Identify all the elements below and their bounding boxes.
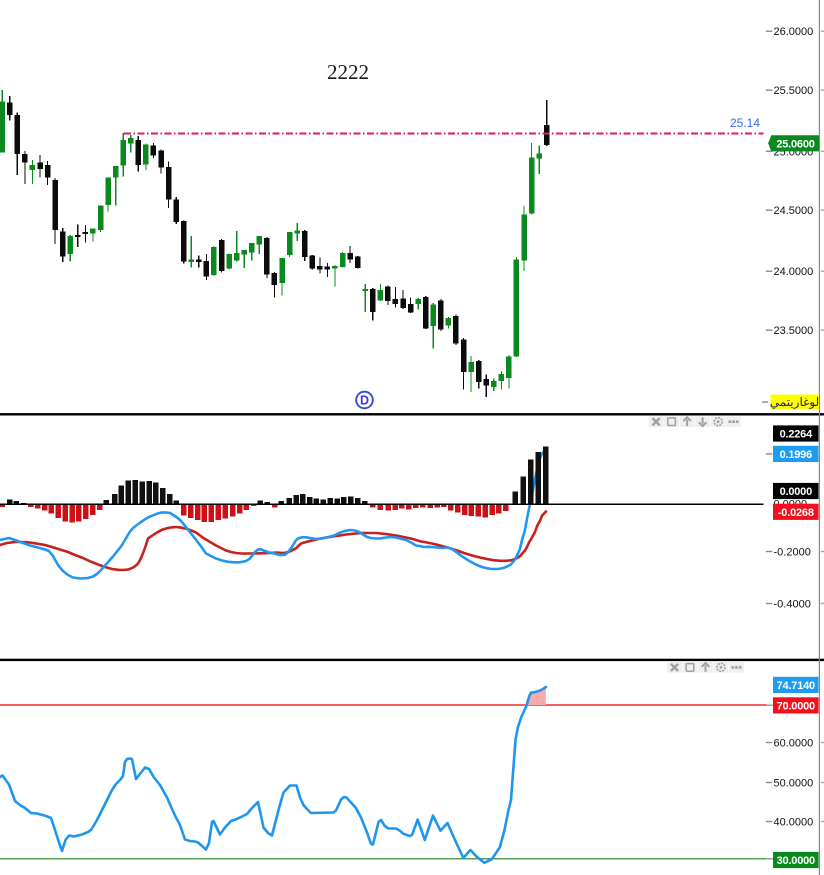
svg-text:D: D xyxy=(360,394,369,408)
svg-text:-0.0268: -0.0268 xyxy=(778,507,814,519)
svg-text:-0.4000: -0.4000 xyxy=(774,599,811,611)
svg-text:24.0000: 24.0000 xyxy=(774,266,814,278)
svg-text:23.5000: 23.5000 xyxy=(774,325,814,337)
svg-text:-0.2000: -0.2000 xyxy=(774,547,811,559)
svg-text:40.0000: 40.0000 xyxy=(774,817,814,829)
svg-text:لوغاريتمي: لوغاريتمي xyxy=(770,395,819,409)
svg-text:50.0000: 50.0000 xyxy=(774,778,814,790)
svg-text:25.0600: 25.0600 xyxy=(776,138,814,150)
svg-text:70.0000: 70.0000 xyxy=(777,700,815,712)
svg-text:24.5000: 24.5000 xyxy=(774,205,814,217)
svg-text:30.0000: 30.0000 xyxy=(777,855,815,867)
svg-text:2222: 2222 xyxy=(327,60,369,84)
svg-text:0.0000: 0.0000 xyxy=(780,486,813,498)
svg-text:0.2264: 0.2264 xyxy=(780,429,814,441)
svg-text:60.0000: 60.0000 xyxy=(774,738,814,750)
svg-text:0.1996: 0.1996 xyxy=(780,449,813,461)
svg-text:25.5000: 25.5000 xyxy=(774,85,814,97)
svg-text:74.7140: 74.7140 xyxy=(777,680,815,692)
svg-text:25.14: 25.14 xyxy=(730,116,760,130)
svg-text:26.0000: 26.0000 xyxy=(774,26,814,38)
